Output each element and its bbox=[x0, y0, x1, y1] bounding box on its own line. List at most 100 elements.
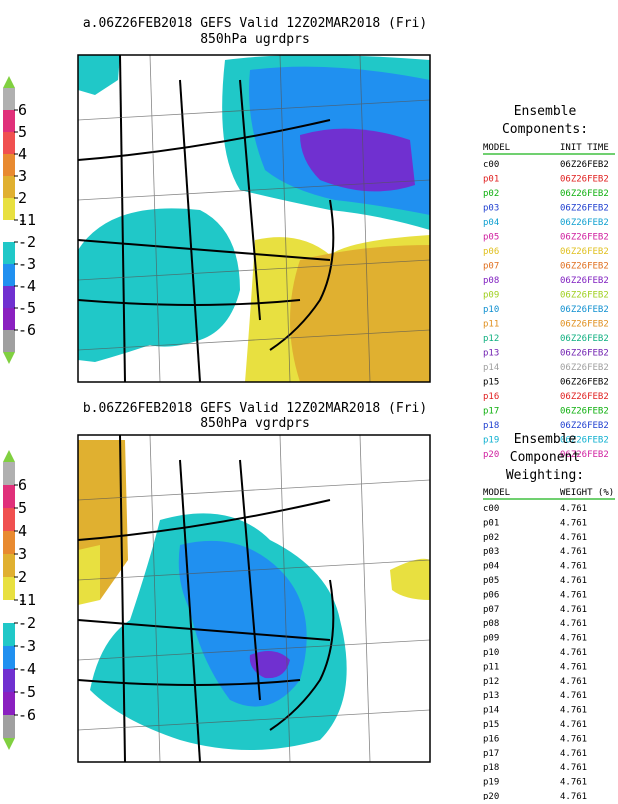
init-time: 06Z26FEB2 bbox=[560, 436, 609, 446]
init-time: 06Z26FEB2 bbox=[560, 291, 609, 301]
colorbar-swatch bbox=[3, 330, 15, 352]
model-name: p03 bbox=[483, 204, 499, 214]
model-name: p12 bbox=[483, 334, 499, 344]
colorbar-label: -1 bbox=[18, 211, 36, 229]
model-name: p10 bbox=[483, 648, 499, 658]
model-name: p06 bbox=[483, 590, 499, 600]
model-name: p18 bbox=[483, 421, 499, 431]
init-time: 06Z26FEB2 bbox=[560, 392, 609, 402]
column-header: INIT TIME bbox=[560, 143, 609, 153]
colorbar-swatch bbox=[3, 242, 15, 264]
colorbar-swatch bbox=[3, 485, 15, 508]
init-time: 06Z26FEB2 bbox=[560, 407, 609, 417]
column-header: MODEL bbox=[483, 143, 510, 153]
init-time: 06Z26FEB2 bbox=[560, 450, 609, 460]
colorbar-swatch bbox=[3, 220, 15, 242]
colorbar-swatch bbox=[3, 264, 15, 286]
weight: 4.761 bbox=[560, 533, 587, 543]
weight: 4.761 bbox=[560, 576, 587, 586]
colorbar-label: 4 bbox=[18, 522, 27, 540]
init-time: 06Z26FEB2 bbox=[560, 175, 609, 185]
column-header: MODEL bbox=[483, 488, 510, 498]
colorbar-swatch bbox=[3, 286, 15, 308]
init-time: 06Z26FEB2 bbox=[560, 276, 609, 286]
weight: 4.761 bbox=[560, 677, 587, 687]
column-header: WEIGHT (%) bbox=[560, 488, 614, 498]
model-name: p16 bbox=[483, 734, 499, 744]
model-name: p07 bbox=[483, 605, 499, 615]
colorbar-label: -6 bbox=[18, 706, 36, 724]
model-name: p11 bbox=[483, 320, 499, 330]
model-name: p12 bbox=[483, 677, 499, 687]
weight: 4.761 bbox=[560, 763, 587, 773]
colorbar-label: -4 bbox=[18, 277, 36, 295]
legend-title: Component bbox=[510, 450, 580, 465]
weight: 4.761 bbox=[560, 590, 587, 600]
model-name: p20 bbox=[483, 792, 499, 800]
colorbar-swatch bbox=[3, 669, 15, 692]
colorbar-label: -2 bbox=[18, 614, 36, 632]
weight: 4.761 bbox=[560, 634, 587, 644]
colorbar-label: 2 bbox=[18, 189, 27, 207]
model-name: p09 bbox=[483, 291, 499, 301]
init-time: 06Z26FEB2 bbox=[560, 334, 609, 344]
model-name: p05 bbox=[483, 576, 499, 586]
colorbar-label: 3 bbox=[18, 545, 27, 563]
colorbar-swatch bbox=[3, 646, 15, 669]
init-time: 06Z26FEB2 bbox=[560, 218, 609, 228]
colorbar-label: 2 bbox=[18, 568, 27, 586]
weight: 4.761 bbox=[560, 504, 587, 514]
colorbar-swatch bbox=[3, 600, 15, 623]
weight: 4.761 bbox=[560, 547, 587, 557]
map-a-frame bbox=[77, 54, 431, 383]
weight: 4.761 bbox=[560, 648, 587, 658]
model-name: p19 bbox=[483, 778, 499, 788]
model-name: p02 bbox=[483, 533, 499, 543]
model-name: p07 bbox=[483, 262, 499, 272]
colorbar-swatch bbox=[3, 531, 15, 554]
model-name: p02 bbox=[483, 189, 499, 199]
weight: 4.761 bbox=[560, 792, 587, 800]
model-name: p03 bbox=[483, 547, 499, 557]
model-name: p16 bbox=[483, 392, 499, 402]
model-name: p04 bbox=[483, 218, 499, 228]
colorbar-label: 1 bbox=[18, 211, 27, 229]
colorbar-label: 1 bbox=[18, 591, 27, 609]
colorbar-label: -2 bbox=[18, 233, 36, 251]
model-name: p13 bbox=[483, 349, 499, 359]
colorbar-label: -3 bbox=[18, 637, 36, 655]
colorbar-swatch bbox=[3, 554, 15, 577]
colorbar-swatch bbox=[3, 715, 15, 738]
model-name: p06 bbox=[483, 247, 499, 257]
colorbar-swatch bbox=[3, 88, 15, 110]
colorbar-label: -6 bbox=[18, 321, 36, 339]
model-name: p14 bbox=[483, 706, 499, 716]
model-name: c00 bbox=[483, 160, 499, 170]
model-name: p14 bbox=[483, 363, 499, 373]
weight: 4.761 bbox=[560, 662, 587, 672]
init-time: 06Z26FEB2 bbox=[560, 421, 609, 431]
colorbar-swatch bbox=[3, 132, 15, 154]
weight: 4.761 bbox=[560, 749, 587, 759]
model-name: p13 bbox=[483, 691, 499, 701]
colorbar-swatch bbox=[3, 154, 15, 176]
colorbar-label: 4 bbox=[18, 145, 27, 163]
colorbar-arrow bbox=[3, 76, 15, 88]
model-name: p17 bbox=[483, 407, 499, 417]
panel-subtitle: 850hPa vgrdprs bbox=[200, 416, 310, 431]
colorbar-label: -5 bbox=[18, 683, 36, 701]
model-name: p01 bbox=[483, 518, 499, 528]
weight: 4.761 bbox=[560, 562, 587, 572]
colorbar-swatch bbox=[3, 623, 15, 646]
map-b-frame bbox=[77, 434, 431, 763]
model-name: p19 bbox=[483, 436, 499, 446]
colorbar-arrow bbox=[3, 738, 15, 750]
panel-title: a.06Z26FEB2018 GEFS Valid 12Z02MAR2018 (… bbox=[83, 16, 427, 31]
colorbar-label: 5 bbox=[18, 499, 27, 517]
model-name: p10 bbox=[483, 305, 499, 315]
init-time: 06Z26FEB2 bbox=[560, 189, 609, 199]
legend-title: Ensemble bbox=[514, 432, 577, 447]
colorbar-label: 6 bbox=[18, 476, 27, 494]
